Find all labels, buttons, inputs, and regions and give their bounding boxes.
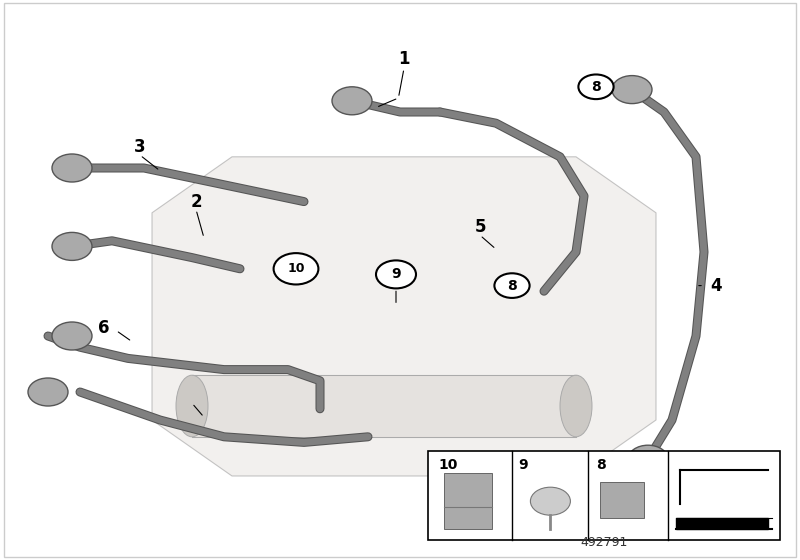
Bar <box>444 473 492 529</box>
Text: 492791: 492791 <box>580 536 628 549</box>
Text: 2: 2 <box>190 193 202 211</box>
Text: 10: 10 <box>438 458 458 472</box>
Text: 9: 9 <box>391 268 401 282</box>
Bar <box>600 482 644 518</box>
Ellipse shape <box>560 375 592 437</box>
Bar <box>428 451 780 540</box>
Circle shape <box>52 232 92 260</box>
Text: 8: 8 <box>507 279 517 293</box>
Polygon shape <box>152 157 656 476</box>
Text: 8: 8 <box>591 80 601 94</box>
Circle shape <box>494 273 530 298</box>
Text: 1: 1 <box>398 50 410 68</box>
Text: 4: 4 <box>710 277 722 295</box>
Circle shape <box>578 74 614 99</box>
Text: 10: 10 <box>287 262 305 276</box>
Text: 6: 6 <box>98 319 110 337</box>
Circle shape <box>628 445 668 473</box>
Circle shape <box>52 322 92 350</box>
Polygon shape <box>676 518 768 529</box>
Text: 9: 9 <box>518 458 528 472</box>
Circle shape <box>52 154 92 182</box>
Circle shape <box>612 76 652 104</box>
Circle shape <box>530 487 570 515</box>
Circle shape <box>28 378 68 406</box>
Circle shape <box>274 253 318 284</box>
Text: 7: 7 <box>186 386 198 404</box>
Text: 5: 5 <box>474 218 486 236</box>
Circle shape <box>376 260 416 288</box>
Text: 3: 3 <box>134 138 146 156</box>
Circle shape <box>332 87 372 115</box>
Text: 8: 8 <box>596 458 606 472</box>
Ellipse shape <box>176 375 208 437</box>
